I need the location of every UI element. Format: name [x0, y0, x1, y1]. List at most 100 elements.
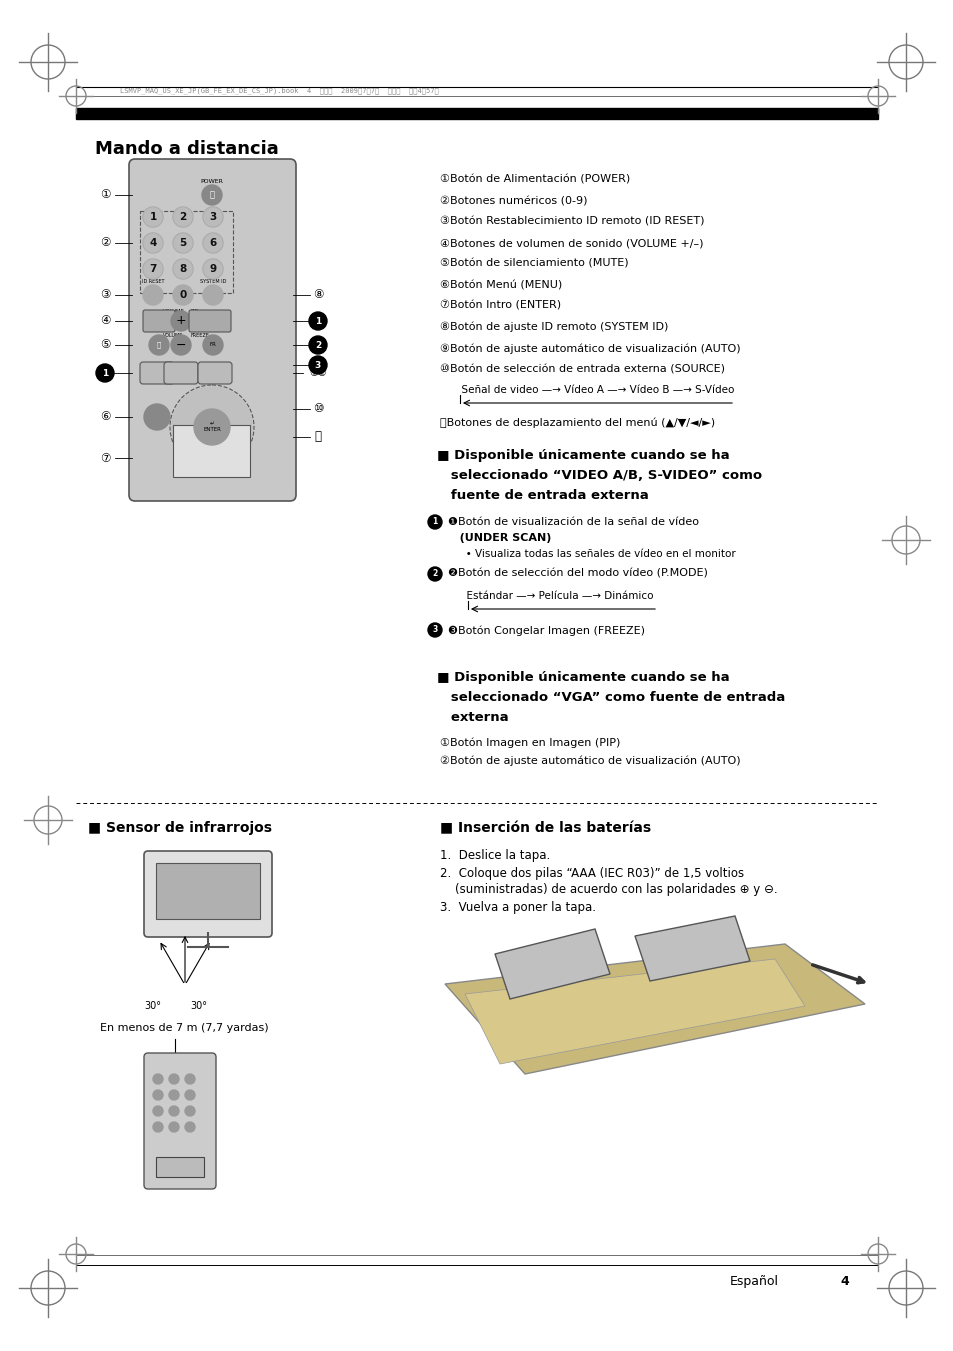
Circle shape — [204, 208, 222, 226]
Text: ④Botones de volumen de sonido (VOLUME +/–): ④Botones de volumen de sonido (VOLUME +/… — [439, 238, 702, 249]
Circle shape — [203, 285, 223, 305]
Text: POWER: POWER — [200, 178, 223, 184]
Text: 7: 7 — [150, 263, 156, 274]
Bar — [172, 426, 250, 477]
Text: ④: ④ — [100, 315, 111, 327]
Circle shape — [149, 335, 169, 355]
Text: ■ Inserción de las baterías: ■ Inserción de las baterías — [439, 821, 651, 835]
FancyBboxPatch shape — [129, 159, 295, 501]
Circle shape — [172, 232, 193, 253]
Circle shape — [144, 208, 162, 226]
Circle shape — [152, 1121, 163, 1132]
Text: Español: Español — [729, 1275, 779, 1288]
Text: ⏻: ⏻ — [210, 190, 214, 200]
Text: seleccionado “VGA” como fuente de entrada: seleccionado “VGA” como fuente de entrad… — [436, 690, 784, 704]
Circle shape — [144, 234, 162, 253]
Polygon shape — [464, 959, 804, 1065]
Text: ❷Botón de selección del modo vídeo (P.MODE): ❷Botón de selección del modo vídeo (P.MO… — [448, 569, 707, 580]
Text: ⑨Botón de ajuste automático de visualización (AUTO): ⑨Botón de ajuste automático de visualiza… — [439, 343, 740, 354]
Text: externa: externa — [436, 711, 508, 724]
Circle shape — [143, 285, 163, 305]
Circle shape — [173, 259, 192, 278]
Bar — [156, 863, 260, 919]
Text: PIP: PIP — [191, 309, 198, 313]
Text: (UNDER SCAN): (UNDER SCAN) — [448, 534, 551, 543]
Text: ③: ③ — [100, 289, 111, 301]
Text: +: + — [679, 942, 690, 955]
Text: 30°: 30° — [144, 1001, 161, 1011]
Text: En menos de 7 m (7,7 yardas): En menos de 7 m (7,7 yardas) — [100, 1023, 269, 1034]
Text: UNDER
SCAN: UNDER SCAN — [150, 369, 164, 377]
Circle shape — [428, 567, 441, 581]
Text: seleccionado “VIDEO A/B, S-VIDEO” como: seleccionado “VIDEO A/B, S-VIDEO” como — [436, 469, 761, 482]
Text: 0: 0 — [179, 290, 187, 300]
Circle shape — [169, 1106, 179, 1116]
Circle shape — [172, 386, 252, 467]
Circle shape — [172, 285, 193, 305]
Text: 1: 1 — [314, 316, 321, 326]
Circle shape — [143, 207, 163, 227]
Text: ②Botón de ajuste automático de visualización (AUTO): ②Botón de ajuste automático de visualiza… — [439, 755, 740, 766]
Text: 2: 2 — [179, 212, 187, 222]
Text: −: − — [175, 339, 186, 351]
Text: VOLUME: VOLUME — [163, 309, 185, 313]
Text: P.MODE: P.MODE — [200, 319, 219, 323]
Circle shape — [169, 1090, 179, 1100]
Circle shape — [203, 232, 223, 253]
Circle shape — [143, 232, 163, 253]
Text: 2: 2 — [314, 340, 321, 350]
Text: LSMVP_MAQ_US_XE_JP(GB_FE_EX_DE_CS_JP).book  4  ページ  2009年7月7日  火曜日  午後4時57分: LSMVP_MAQ_US_XE_JP(GB_FE_EX_DE_CS_JP).bo… — [120, 88, 438, 95]
Text: ①Botón Imagen en Imagen (PIP): ①Botón Imagen en Imagen (PIP) — [439, 738, 619, 747]
Bar — [76, 108, 877, 119]
Text: ②Botones numéricos (0-9): ②Botones numéricos (0-9) — [439, 196, 587, 205]
Text: MENU: MENU — [150, 415, 164, 420]
Circle shape — [428, 623, 441, 638]
Polygon shape — [635, 916, 749, 981]
Text: • Visualiza todas las señales de vídeo en el monitor: • Visualiza todas las señales de vídeo e… — [456, 549, 735, 559]
Circle shape — [171, 311, 191, 331]
Text: Señal de video —→ Vídeo A —→ Vídeo B —→ S-Vídeo: Señal de video —→ Vídeo A —→ Vídeo B —→ … — [455, 385, 734, 394]
Text: 30°: 30° — [191, 1001, 208, 1011]
Text: 5: 5 — [179, 238, 187, 249]
Text: 🔇: 🔇 — [156, 342, 161, 349]
FancyBboxPatch shape — [189, 309, 231, 332]
Circle shape — [204, 234, 222, 253]
Circle shape — [173, 234, 192, 253]
Text: ⑦Botón Intro (ENTER): ⑦Botón Intro (ENTER) — [439, 301, 560, 311]
Text: +: + — [175, 315, 186, 327]
Text: Mando a distancia: Mando a distancia — [95, 141, 278, 158]
Circle shape — [204, 259, 222, 278]
Text: ⑩Botón de selección de entrada externa (SOURCE): ⑩Botón de selección de entrada externa (… — [439, 363, 724, 374]
Text: ■ Sensor de infrarrojos: ■ Sensor de infrarrojos — [88, 821, 272, 835]
Text: 1: 1 — [102, 369, 108, 377]
Circle shape — [428, 515, 441, 530]
Circle shape — [203, 259, 223, 280]
Circle shape — [169, 1121, 179, 1132]
Text: ❸Botón Congelar Imagen (FREEZE): ❸Botón Congelar Imagen (FREEZE) — [448, 626, 644, 635]
Circle shape — [309, 357, 327, 374]
Circle shape — [96, 363, 113, 382]
Text: ■ Disponible únicamente cuando se ha: ■ Disponible únicamente cuando se ha — [436, 449, 729, 462]
Text: ⑨②: ⑨② — [309, 367, 327, 378]
Text: ■ Disponible únicamente cuando se ha: ■ Disponible únicamente cuando se ha — [436, 671, 729, 684]
FancyBboxPatch shape — [144, 851, 272, 938]
Text: 2: 2 — [432, 570, 437, 578]
Text: ⑪: ⑪ — [314, 431, 321, 443]
Text: 1: 1 — [150, 212, 156, 222]
FancyBboxPatch shape — [140, 362, 173, 384]
Text: ⑤: ⑤ — [100, 339, 111, 351]
Text: ⑪Botones de desplazamiento del menú (▲/▼/◄/►): ⑪Botones de desplazamiento del menú (▲/▼… — [439, 417, 715, 427]
Text: SOURCE: SOURCE — [206, 372, 223, 376]
Text: ①: ① — [100, 189, 111, 201]
FancyBboxPatch shape — [144, 1052, 215, 1189]
FancyBboxPatch shape — [143, 309, 174, 332]
Circle shape — [143, 259, 163, 280]
Text: 9: 9 — [210, 263, 216, 274]
Text: ID RESET: ID RESET — [142, 280, 164, 284]
Text: ❶Botón de visualización de la señal de vídeo: ❶Botón de visualización de la señal de v… — [448, 517, 699, 527]
Text: 3: 3 — [209, 212, 216, 222]
Circle shape — [203, 207, 223, 227]
Text: ⑥Botón Menú (MENU): ⑥Botón Menú (MENU) — [439, 280, 561, 290]
Text: 4: 4 — [150, 238, 156, 249]
Text: 1: 1 — [432, 517, 437, 527]
